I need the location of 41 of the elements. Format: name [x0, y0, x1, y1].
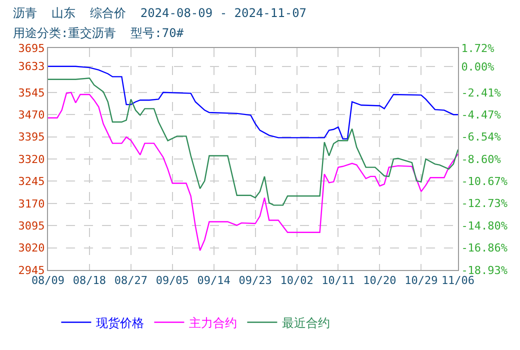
y2-tick-label: 1.72% [461, 42, 495, 55]
x-tick-label: 10/20 [363, 274, 396, 288]
y-tick-label: 3470 [18, 108, 45, 122]
x-tick-label: 09/23 [238, 274, 272, 288]
x-tick-label: 08/18 [72, 274, 106, 288]
y-tick-label: 3170 [18, 197, 45, 210]
x-tick-label: 10/29 [404, 274, 438, 288]
y-tick-label: 3020 [18, 242, 45, 255]
x-tick-label: 09/14 [197, 274, 231, 288]
line-series [48, 92, 458, 252]
line-series [48, 66, 458, 140]
y-tick-label: 3245 [18, 175, 45, 188]
y2-tick-label: -8.60% [461, 152, 502, 166]
y2-tick-label: -10.67% [461, 175, 508, 188]
y-tick-label: 2945 [18, 264, 45, 277]
y2-tick-label: -14.80% [461, 219, 508, 232]
y-tick-label: 3545 [18, 86, 45, 100]
legend-label: 最近合约 [282, 316, 330, 330]
legend-label: 主力合约 [189, 316, 238, 330]
line-series [48, 78, 458, 206]
y2-tick-label: -18.93% [461, 264, 508, 277]
x-tick-label: 08/27 [114, 274, 148, 288]
y2-tick-label: -6.54% [461, 130, 502, 144]
y-tick-label: 3395 [18, 130, 45, 144]
x-tick-label: 08/09 [31, 274, 65, 288]
y-tick-label: 3095 [18, 219, 45, 232]
x-tick-label: 10/02 [280, 274, 314, 288]
y2-tick-label: -16.86% [461, 242, 508, 255]
y-tick-label: 3320 [18, 152, 45, 166]
x-tick-label: 09/05 [156, 274, 189, 288]
x-tick-label: 11/06 [441, 274, 475, 288]
chart-subtitle: 用途分类:重交沥青 型号:70# [13, 26, 184, 40]
y-tick-label: 3633 [18, 60, 45, 74]
y2-tick-label: -4.47% [461, 108, 502, 122]
chart-title: 沥青 山东 综合价 2024-08-09 - 2024-11-07 [13, 6, 307, 20]
x-tick-label: 10/11 [322, 274, 355, 288]
y2-tick-label: 0.00% [461, 60, 495, 74]
y2-tick-label: -2.41% [461, 86, 502, 100]
y-tick-label: 3695 [18, 42, 45, 55]
legend-label: 现货价格 [96, 316, 144, 330]
y2-tick-label: -12.73% [461, 197, 508, 210]
